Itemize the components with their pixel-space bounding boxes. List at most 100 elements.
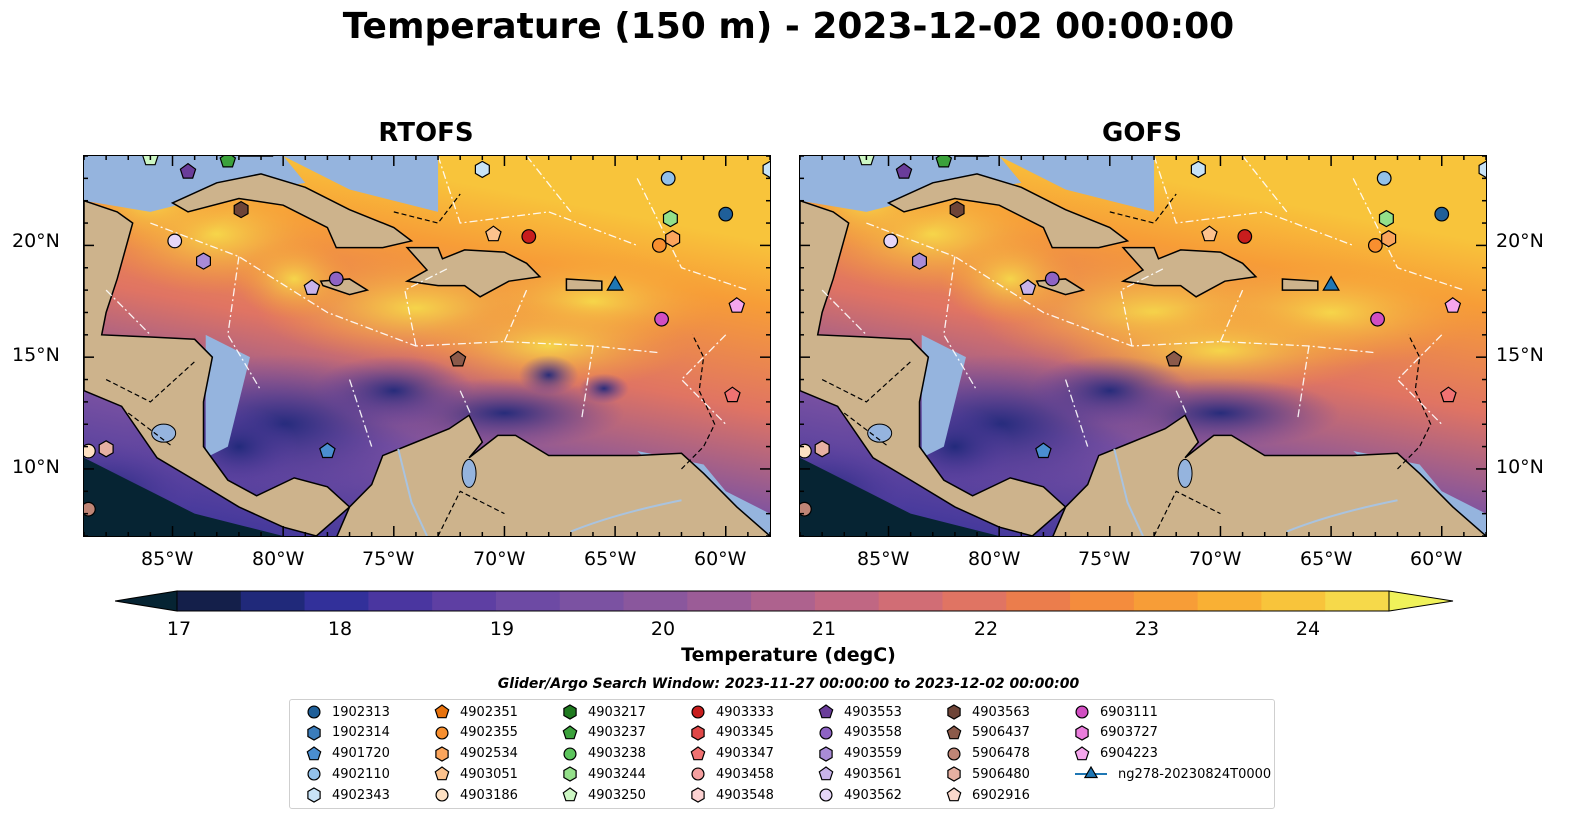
colorbar-label: Temperature (degC) <box>681 644 896 666</box>
legend-item: 4903458 <box>690 766 774 782</box>
float-5906480-marker <box>814 440 830 458</box>
legend-item: 4903548 <box>690 787 774 803</box>
colorbar-tick-17: 17 <box>166 618 192 640</box>
float-4903237-marker <box>219 156 237 168</box>
colorbar-tick-20: 20 <box>650 618 676 640</box>
colorbar-segment <box>1070 591 1135 611</box>
legend-label: 4903051 <box>460 766 518 782</box>
pentagon-marker <box>946 787 962 802</box>
pentagon-marker <box>946 725 962 740</box>
legend-label: 4903548 <box>716 787 774 803</box>
float-4903563-marker <box>233 200 249 219</box>
legend-item: 4902351 <box>434 704 518 720</box>
legend-label: 4903250 <box>588 787 646 803</box>
colorbar-segment <box>304 591 369 611</box>
hexagon-marker <box>691 725 705 741</box>
legend-label: 6903727 <box>1100 725 1158 741</box>
circle-marker <box>307 767 321 781</box>
hexagon-marker <box>435 745 449 762</box>
lon-label-60w-gofs: 60°W <box>1410 548 1463 570</box>
lat-label-20n-right: 20°N <box>1496 230 1544 252</box>
legend-label: 4903347 <box>716 746 774 762</box>
legend-label: 4903217 <box>588 704 646 720</box>
search-window-text: Glider/Argo Search Window: 2023-11-27 00… <box>497 676 1080 692</box>
legend-label: 4903458 <box>716 766 774 782</box>
circle-marker <box>947 747 961 761</box>
colorbar-segment <box>942 591 1007 611</box>
rtofs-map <box>83 155 771 537</box>
legend-label: 4901720 <box>332 746 390 762</box>
colorbar-min-arrow <box>115 590 178 612</box>
legend-label: 4903563 <box>972 704 1030 720</box>
lat-label-20n-left: 20°N <box>12 230 60 252</box>
legend-item: 1902314 <box>306 725 390 741</box>
float-5906480-marker <box>98 440 114 458</box>
float-4903186-marker <box>84 443 96 459</box>
lat-label-15n-right: 15°N <box>1496 344 1544 366</box>
legend-label: 5906478 <box>972 746 1030 762</box>
circle-marker <box>307 705 321 719</box>
float-4903559-marker <box>195 252 212 270</box>
hexagon-marker <box>691 787 705 803</box>
panel-title-gofs: GOFS <box>1102 118 1182 148</box>
float-4903347-marker <box>724 386 741 403</box>
pentagon-marker-icon <box>946 787 962 802</box>
colorbar-segment <box>751 591 816 611</box>
pentagon-marker-icon <box>818 704 834 719</box>
colorbar-max-arrow <box>1388 590 1454 612</box>
circle-marker-icon <box>691 767 705 781</box>
colorbar-segment <box>177 591 242 611</box>
legend-label: 5906480 <box>972 766 1030 782</box>
float-4903562-marker <box>883 233 899 249</box>
legend-item: 4903553 <box>818 704 902 720</box>
circle-marker-icon <box>691 705 705 719</box>
hexagon-marker-icon <box>307 787 321 803</box>
colorbar-tick-23: 23 <box>1134 618 1160 640</box>
float-4902355-marker <box>1367 238 1383 253</box>
circle-marker-icon <box>307 705 321 719</box>
lat-label-10n-right: 10°N <box>1496 456 1544 478</box>
float-5906437-marker <box>1165 350 1183 367</box>
float-4903562-marker <box>167 233 183 249</box>
circle-marker-icon <box>819 788 833 802</box>
float-4903051-marker <box>1201 225 1218 242</box>
float-4901720-marker <box>1035 442 1052 459</box>
legend-item: 1902313 <box>306 704 390 720</box>
legend-item: 4903051 <box>434 766 518 782</box>
legend-item: 4903559 <box>818 745 902 762</box>
lon-label-65w-gofs: 65°W <box>1300 548 1353 570</box>
legend-label: 4903244 <box>588 766 646 782</box>
land-mass <box>1281 278 1319 291</box>
land-mass <box>886 173 1130 249</box>
legend-item: 4903347 <box>690 745 774 762</box>
lon-label-85w-rtofs: 85°W <box>141 548 194 570</box>
land-mass <box>336 414 770 536</box>
hexagon-marker <box>563 704 577 720</box>
legend-item: 4901720 <box>306 745 390 762</box>
float-4902343-marker <box>474 160 490 179</box>
legend-label: 1902314 <box>332 725 390 741</box>
legend-item: 6902916 <box>946 787 1030 803</box>
circle-marker-icon <box>947 747 961 761</box>
pentagon-marker-icon <box>818 766 834 781</box>
legend-label: ng278-20230824T0000 <box>1118 766 1272 782</box>
float-ng278-marker <box>606 275 624 291</box>
pentagon-marker-icon <box>946 725 962 740</box>
land-mass <box>170 173 414 249</box>
float-5906478-marker <box>800 501 812 517</box>
colorbar-segment <box>1261 591 1326 611</box>
legend-label: 4903561 <box>844 766 902 782</box>
circle-marker <box>819 788 833 802</box>
legend-label: 4903559 <box>844 746 902 762</box>
triangle-marker <box>1083 766 1099 779</box>
circle-marker-icon <box>307 767 321 781</box>
legend-item: 6904223 <box>1074 745 1158 762</box>
legend-item: 4902343 <box>306 787 390 803</box>
legend-label: 6903111 <box>1100 704 1158 720</box>
legend-label: 5906437 <box>972 725 1030 741</box>
float-4903561-marker <box>303 279 321 295</box>
float-4903558-marker <box>328 271 344 287</box>
float-ng278-marker <box>1322 275 1340 291</box>
pentagon-marker-icon <box>562 787 578 802</box>
legend-label: 4903238 <box>588 746 646 762</box>
